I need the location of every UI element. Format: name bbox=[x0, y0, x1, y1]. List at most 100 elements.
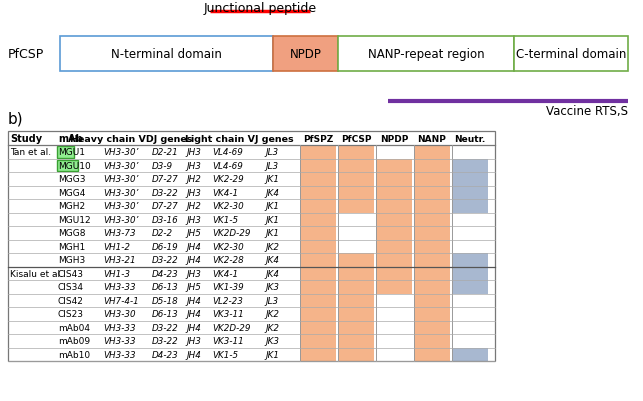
Bar bbox=[376, 267, 412, 280]
Text: VK1-5: VK1-5 bbox=[212, 350, 238, 359]
Text: VL4-69: VL4-69 bbox=[212, 148, 243, 157]
Text: MGH3: MGH3 bbox=[58, 255, 86, 265]
Text: VH3-21: VH3-21 bbox=[103, 255, 136, 265]
Bar bbox=[414, 146, 450, 159]
Text: NPDP: NPDP bbox=[380, 134, 408, 143]
Text: VK4-1: VK4-1 bbox=[212, 269, 238, 278]
Text: VH7-4-1: VH7-4-1 bbox=[103, 296, 139, 305]
Text: D3-22: D3-22 bbox=[152, 255, 179, 265]
Text: VK1-39: VK1-39 bbox=[212, 283, 244, 292]
Text: D7-27: D7-27 bbox=[152, 202, 179, 211]
Bar bbox=[338, 186, 374, 200]
Text: PfCSP: PfCSP bbox=[341, 134, 371, 143]
Bar bbox=[300, 172, 336, 186]
Bar bbox=[300, 334, 336, 348]
Text: JK2: JK2 bbox=[265, 323, 279, 332]
Bar bbox=[376, 294, 412, 307]
Text: JH4: JH4 bbox=[186, 242, 201, 251]
Text: JK3: JK3 bbox=[265, 283, 279, 292]
Text: JH3: JH3 bbox=[186, 336, 201, 345]
Bar bbox=[300, 321, 336, 334]
Text: PfCSP: PfCSP bbox=[8, 48, 44, 61]
Text: VK2-29: VK2-29 bbox=[212, 175, 244, 184]
Text: VH3-30’: VH3-30’ bbox=[103, 215, 138, 224]
Text: JH4: JH4 bbox=[186, 323, 201, 332]
Text: VK2-28: VK2-28 bbox=[212, 255, 244, 265]
Text: D3-22: D3-22 bbox=[152, 188, 179, 197]
Bar bbox=[376, 200, 412, 213]
Text: Tan et al.: Tan et al. bbox=[10, 148, 51, 157]
Text: mAb: mAb bbox=[58, 134, 82, 144]
Bar bbox=[300, 159, 336, 172]
Text: CIS43: CIS43 bbox=[58, 269, 84, 278]
Bar bbox=[300, 348, 336, 361]
Bar bbox=[414, 280, 450, 294]
Text: VH3-33: VH3-33 bbox=[103, 283, 136, 292]
Text: D5-18: D5-18 bbox=[152, 296, 179, 305]
Bar bbox=[338, 334, 374, 348]
Bar bbox=[452, 307, 488, 321]
Bar bbox=[376, 146, 412, 159]
Bar bbox=[376, 159, 412, 172]
Bar bbox=[338, 172, 374, 186]
Bar bbox=[414, 240, 450, 253]
Bar bbox=[414, 267, 450, 280]
Text: D3-9: D3-9 bbox=[152, 161, 173, 170]
Bar bbox=[376, 321, 412, 334]
Text: JH4: JH4 bbox=[186, 255, 201, 265]
Bar bbox=[452, 334, 488, 348]
Text: N-terminal domain: N-terminal domain bbox=[111, 48, 222, 61]
Text: Kisalu et al.: Kisalu et al. bbox=[10, 269, 63, 278]
Bar bbox=[338, 280, 374, 294]
Text: VH3-30’: VH3-30’ bbox=[103, 202, 138, 211]
Text: JL3: JL3 bbox=[265, 296, 278, 305]
Bar bbox=[452, 200, 488, 213]
Bar bbox=[338, 240, 374, 253]
Text: VH3-30’: VH3-30’ bbox=[103, 148, 138, 157]
Text: VL4-69: VL4-69 bbox=[212, 161, 243, 170]
Text: VH3-33: VH3-33 bbox=[103, 336, 136, 345]
Bar bbox=[338, 146, 374, 159]
Bar bbox=[452, 321, 488, 334]
Text: JH4: JH4 bbox=[186, 296, 201, 305]
Text: VK3-11: VK3-11 bbox=[212, 310, 244, 318]
Text: JK2: JK2 bbox=[265, 242, 279, 251]
Bar bbox=[414, 227, 450, 240]
Text: Neutr.: Neutr. bbox=[455, 134, 485, 143]
Text: Study: Study bbox=[10, 134, 42, 144]
Bar bbox=[452, 294, 488, 307]
Text: JH5: JH5 bbox=[186, 229, 201, 238]
Bar bbox=[338, 321, 374, 334]
Bar bbox=[338, 159, 374, 172]
Bar bbox=[338, 253, 374, 267]
Text: MGG3: MGG3 bbox=[58, 175, 86, 184]
Bar bbox=[8, 132, 495, 361]
Bar bbox=[414, 213, 450, 227]
Bar bbox=[338, 267, 374, 280]
Text: D7-27: D7-27 bbox=[152, 175, 179, 184]
Bar bbox=[452, 253, 488, 267]
Text: JK1: JK1 bbox=[265, 350, 279, 359]
Text: JK1: JK1 bbox=[265, 215, 279, 224]
Text: JH3: JH3 bbox=[186, 161, 201, 170]
Text: VK4-1: VK4-1 bbox=[212, 188, 238, 197]
Bar bbox=[300, 213, 336, 227]
Text: Light chain VJ genes: Light chain VJ genes bbox=[185, 134, 293, 143]
Bar bbox=[300, 307, 336, 321]
Text: PfSPZ: PfSPZ bbox=[303, 134, 333, 143]
Text: D6-13: D6-13 bbox=[152, 310, 179, 318]
Text: NANP-repeat region: NANP-repeat region bbox=[368, 48, 485, 61]
Bar bbox=[376, 280, 412, 294]
Bar bbox=[273, 37, 338, 72]
Bar bbox=[300, 200, 336, 213]
Bar bbox=[452, 186, 488, 200]
Text: JL3: JL3 bbox=[265, 148, 278, 157]
Bar bbox=[300, 186, 336, 200]
Text: MGG4: MGG4 bbox=[58, 188, 86, 197]
Text: Heavy chain VDJ genes: Heavy chain VDJ genes bbox=[70, 134, 192, 143]
Bar bbox=[338, 227, 374, 240]
Text: JK1: JK1 bbox=[265, 229, 279, 238]
Bar bbox=[414, 294, 450, 307]
Text: mAb10: mAb10 bbox=[58, 350, 90, 359]
Text: JK3: JK3 bbox=[265, 336, 279, 345]
